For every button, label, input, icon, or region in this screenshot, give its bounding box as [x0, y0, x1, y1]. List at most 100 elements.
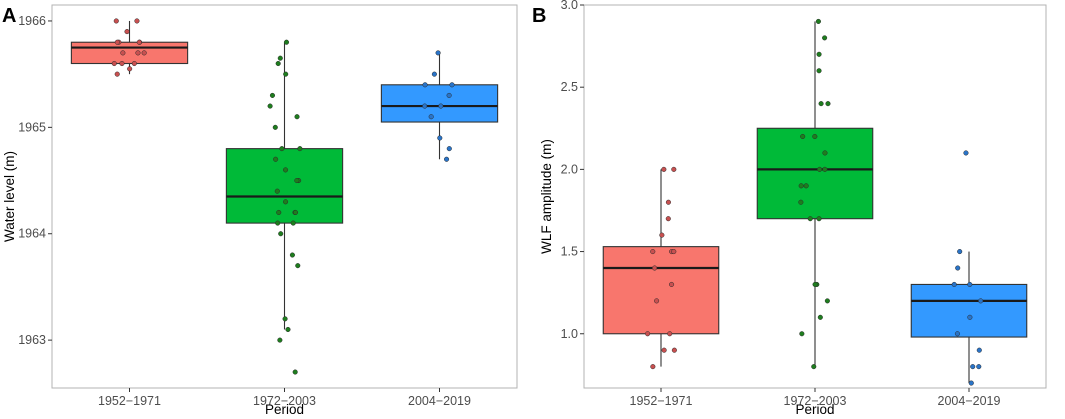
data-point — [665, 216, 671, 222]
data-point — [275, 220, 281, 226]
data-point — [435, 50, 441, 56]
data-point — [815, 18, 821, 24]
data-point — [976, 364, 982, 370]
x-tick-label: 1952−1971 — [98, 394, 161, 408]
data-point — [976, 347, 982, 353]
data-point — [282, 167, 289, 173]
data-point — [661, 166, 667, 172]
data-point — [267, 103, 273, 109]
data-point — [289, 252, 295, 258]
data-point — [967, 281, 973, 287]
data-point — [294, 177, 300, 184]
data-point — [799, 331, 805, 337]
data-point — [671, 249, 677, 255]
data-point — [437, 135, 443, 141]
data-point — [114, 39, 120, 45]
data-point — [818, 101, 824, 107]
data-point — [822, 166, 828, 172]
data-point — [111, 60, 117, 67]
data-point — [817, 314, 823, 320]
data-point — [650, 249, 656, 255]
y-axis-title: WLF amplitude (m) — [539, 139, 554, 254]
data-point — [970, 364, 976, 370]
x-tick-label: 2004−2019 — [938, 394, 1001, 408]
data-point — [668, 281, 675, 287]
y-axis-title: Water level (m) — [2, 151, 17, 242]
y-tick-label: 1964 — [18, 227, 46, 241]
data-point — [444, 156, 450, 162]
data-point — [955, 265, 961, 271]
data-point — [951, 281, 957, 287]
data-point — [671, 166, 677, 172]
data-point — [645, 331, 651, 337]
data-point — [276, 209, 282, 216]
data-point — [283, 71, 289, 77]
x-tick-label: 1972−2003 — [253, 394, 316, 408]
data-point — [963, 150, 969, 156]
data-point — [297, 146, 303, 152]
data-point — [278, 231, 284, 237]
data-point — [285, 326, 291, 333]
data-point — [654, 298, 660, 304]
data-point — [968, 380, 974, 386]
data-point — [807, 216, 813, 222]
data-point — [422, 82, 428, 88]
y-tick-label: 2.5 — [561, 80, 578, 94]
data-point — [822, 35, 828, 41]
data-point — [438, 103, 444, 109]
data-point — [954, 331, 960, 337]
panel-b: B 1.0 1.5 2.0 2.5 3.0 1952−1971 1972−2003 2004−2… — [532, 0, 1047, 417]
data-point — [292, 369, 298, 375]
data-point — [824, 298, 830, 304]
data-point — [422, 103, 428, 109]
x-axis-title: Period — [265, 402, 304, 417]
data-point — [803, 183, 809, 189]
box — [602, 246, 720, 335]
y-tick-label: 1.5 — [561, 245, 578, 259]
data-point — [136, 39, 142, 45]
panel-label: A — [2, 5, 16, 27]
data-point — [812, 281, 818, 287]
data-point — [295, 263, 301, 269]
data-point — [816, 68, 822, 74]
data-point — [428, 114, 434, 120]
y-tick-label: 3.0 — [561, 0, 578, 12]
data-point — [822, 150, 828, 156]
data-point — [661, 347, 667, 353]
box — [756, 127, 874, 220]
data-point — [269, 92, 276, 98]
y-tick-label: 1966 — [18, 14, 46, 28]
data-point — [431, 71, 437, 77]
data-point — [811, 364, 817, 370]
data-point — [124, 29, 130, 35]
y-tick-label: 2.0 — [561, 162, 578, 176]
panel-a: A 1963 1964 1965 1966 1952−1971 1972−2003 2004−… — [2, 4, 518, 417]
data-point — [671, 347, 677, 353]
data-point — [114, 71, 120, 77]
data-point — [446, 92, 452, 98]
box — [70, 41, 189, 65]
x-tick-label: 2004−2019 — [408, 394, 471, 408]
data-point — [275, 60, 281, 67]
data-point — [816, 216, 822, 222]
data-point — [113, 18, 119, 24]
x-axis-title: Period — [795, 402, 834, 417]
data-point — [967, 314, 973, 320]
data-point — [449, 82, 455, 88]
data-point — [798, 183, 804, 189]
y-tick-label: 1963 — [18, 333, 46, 347]
data-point — [141, 50, 147, 56]
data-point — [283, 199, 289, 205]
data-point — [800, 133, 806, 140]
data-point — [817, 166, 823, 172]
data-point — [273, 156, 279, 162]
data-point — [957, 249, 963, 255]
data-point — [652, 265, 658, 271]
data-point — [119, 60, 125, 67]
data-point — [290, 220, 296, 226]
data-point — [978, 298, 984, 304]
data-point — [282, 316, 288, 322]
data-point — [277, 337, 283, 343]
data-point — [277, 55, 283, 61]
